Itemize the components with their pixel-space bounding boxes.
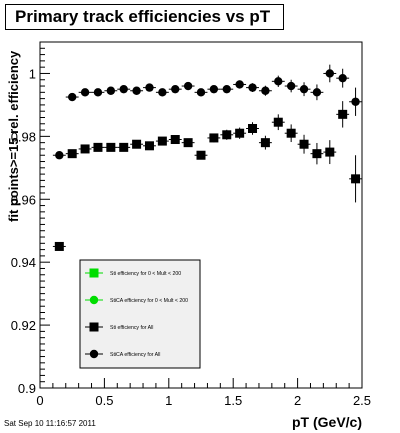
x-tick-label: 2 <box>294 393 301 408</box>
data-point-circle <box>171 84 180 94</box>
data-point-square <box>260 138 270 148</box>
legend-label: Sti efficiency for 0 < Mult < 200 <box>110 271 181 277</box>
x-tick-label: 0 <box>36 393 43 408</box>
data-point-square <box>80 144 90 154</box>
y-axis-label: fit points>=15 rel. efficiency <box>6 50 21 222</box>
legend-marker-circle <box>89 295 99 305</box>
data-point-square <box>299 139 309 149</box>
x-tick-label: 1 <box>165 393 172 408</box>
data-point-circle <box>261 86 270 95</box>
data-point-square <box>170 135 180 145</box>
data-point-square <box>235 128 245 138</box>
data-point-circle <box>299 84 309 94</box>
data-point-square <box>209 133 219 143</box>
data-point-square <box>338 109 348 119</box>
data-point-square <box>119 142 129 152</box>
data-point-circle <box>68 92 77 102</box>
y-tick-label: 0.96 <box>11 192 36 207</box>
data-point-circle <box>106 86 116 95</box>
data-point-square <box>248 124 258 133</box>
x-tick-label: 0.5 <box>95 393 113 408</box>
data-point-circle <box>93 88 103 97</box>
legend-label: StiCA efficiency for All <box>110 352 160 358</box>
data-point-square <box>67 149 77 159</box>
legend-box <box>79 259 201 369</box>
y-tick-label: 0.92 <box>11 318 36 333</box>
data-point-square <box>325 147 335 157</box>
data-point-circle <box>338 73 347 83</box>
legend-label: StiCA efficiency for 0 < Mult < 200 <box>110 298 188 304</box>
legend-label: Sti efficiency for All <box>110 325 153 331</box>
y-tick-label: 1 <box>29 66 36 81</box>
data-point-circle <box>248 83 257 92</box>
data-point-circle <box>183 81 193 91</box>
data-point-square <box>132 139 142 149</box>
data-point-circle <box>80 88 90 97</box>
legend-marker-square <box>89 268 99 278</box>
data-point-circle <box>286 81 296 91</box>
data-point-circle <box>312 88 322 97</box>
plot-frame <box>39 41 363 389</box>
y-tick-label: 0.94 <box>11 255 36 270</box>
data-point-square <box>144 141 154 151</box>
data-point-square <box>273 117 283 127</box>
data-point-circle <box>119 84 128 94</box>
data-point-circle <box>235 80 244 89</box>
data-point-circle <box>274 77 283 86</box>
footer-timestamp: Sat Sep 10 11:16:57 2011 <box>4 419 96 428</box>
y-tick-label: 0.9 <box>18 381 36 396</box>
legend-marker-square <box>89 322 99 332</box>
data-point-square <box>222 130 232 140</box>
data-point-square <box>196 150 206 160</box>
data-point-circle <box>209 84 219 94</box>
x-tick-label: 2.5 <box>353 393 371 408</box>
y-tick-label: 0.98 <box>11 129 36 144</box>
data-point-circle <box>145 83 154 92</box>
data-point-circle <box>222 84 231 94</box>
data-point-circle <box>325 69 334 78</box>
data-point-square <box>157 136 167 146</box>
data-point-square <box>106 142 116 152</box>
data-point-square <box>312 149 322 159</box>
data-point-circle <box>55 151 64 160</box>
data-point-circle <box>351 97 360 106</box>
data-point-circle <box>158 88 167 97</box>
data-point-circle <box>132 86 141 95</box>
data-point-square <box>183 138 193 148</box>
data-point-square <box>351 174 361 184</box>
chart-title: Primary track efficiencies vs pT <box>15 7 271 26</box>
data-point-circle <box>196 88 206 97</box>
x-tick-label: 1.5 <box>224 393 242 408</box>
data-point-square <box>286 128 296 138</box>
data-point-square <box>54 241 64 251</box>
x-axis-label: pT (GeV/c) <box>292 414 362 430</box>
data-point-square <box>93 142 103 152</box>
legend-marker-circle <box>89 349 99 359</box>
chart-title-box: Primary track efficiencies vs pT <box>5 4 284 30</box>
